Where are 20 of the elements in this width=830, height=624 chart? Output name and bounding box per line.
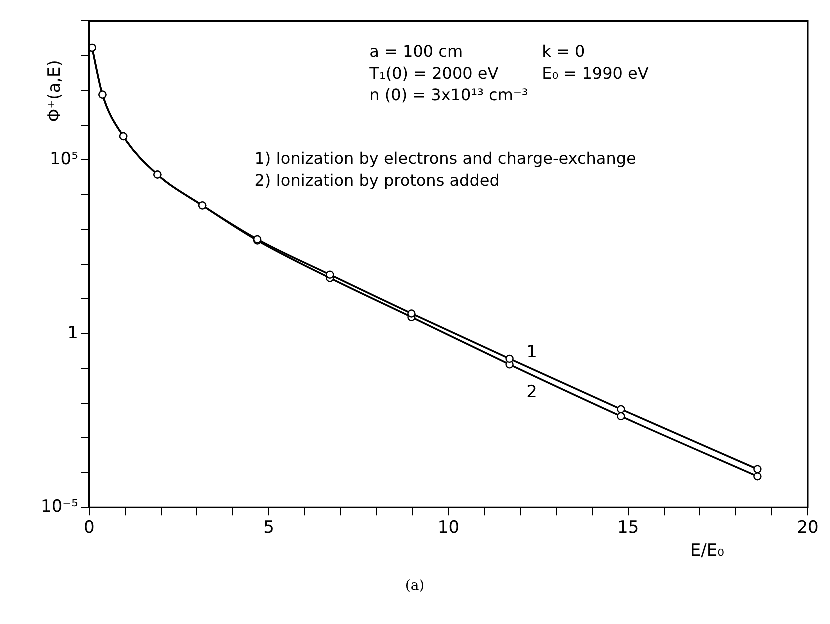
x-axis-title: E/E₀ [690, 541, 725, 562]
annotation: 1) Ionization by electrons and charge-exchange [254, 148, 636, 168]
series-label: 2 [526, 382, 538, 402]
x-tick-label: 15 [618, 518, 640, 538]
annotation: 2) Ionization by protons added [254, 170, 500, 190]
annotation: T₁(0) = 2000 eV [368, 64, 499, 83]
x-tick-label: 10 [438, 518, 460, 538]
annotation: n (0) = 3x10¹³ cm⁻³ [370, 86, 528, 105]
series-label: 1 [526, 342, 538, 362]
annotation: E₀ = 1990 eV [542, 64, 649, 83]
y-tick-label: 10⁵ [50, 150, 78, 170]
x-tick-label: 0 [84, 518, 95, 538]
annotation: k = 0 [542, 42, 586, 61]
text: (a) [404, 578, 426, 594]
y-tick-label: 10⁻⁵ [41, 497, 78, 518]
x-tick-label: 5 [264, 518, 274, 538]
annotation: a = 100 cm [370, 42, 464, 61]
y-axis-title: Φ⁺(a,E) [44, 60, 65, 122]
x-tick-label: 20 [797, 518, 819, 538]
y-tick-label: 1 [68, 323, 78, 344]
